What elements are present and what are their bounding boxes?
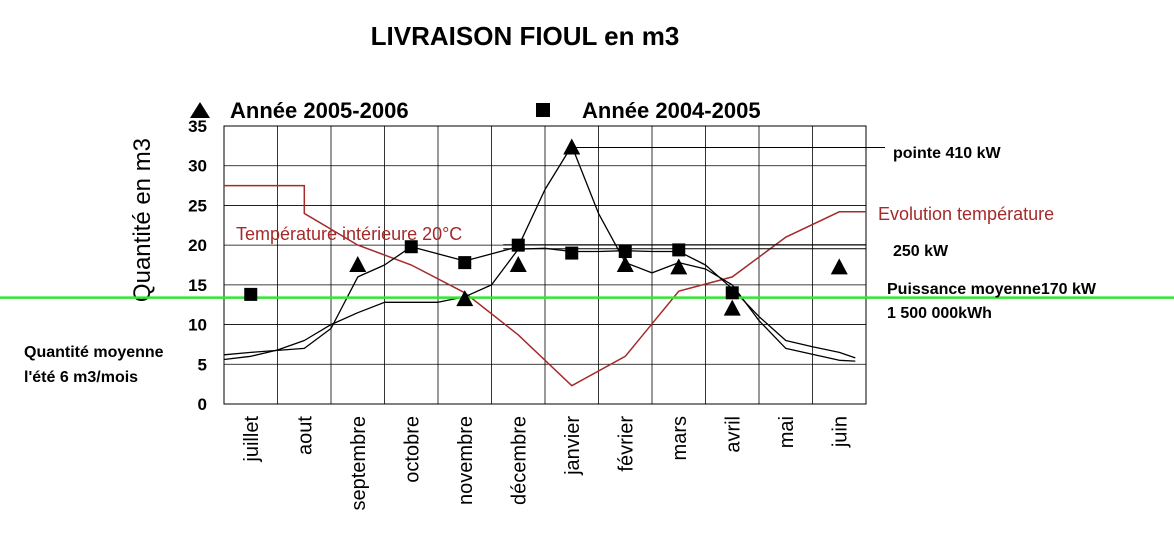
marker-triangle [616,256,634,272]
y-tick-label: 15 [188,276,207,295]
annotation-pointe: pointe 410 kW [893,145,1001,162]
grid [223,125,867,405]
marker-square [511,238,525,252]
annotation-kwh: 1 500 000kWh [887,305,992,322]
curves [223,145,856,362]
marker-square [458,256,472,270]
marker-triangle [509,256,527,272]
x-tick-label: septembre [348,416,370,511]
y-tick-label: 0 [198,395,207,414]
y-tick-label: 35 [188,117,207,136]
annotation-evolution-temperature: Evolution température [878,204,1054,224]
x-tick-label: janvier [562,416,584,476]
x-tick-label: avril [722,416,744,453]
legend-label-2004-2005: Année 2004-2005 [582,98,761,123]
x-tick-label: juin [829,416,851,448]
x-tick-label: mai [776,416,798,448]
x-tick-label: février [615,416,637,472]
marker-square [725,286,739,300]
y-axis-label: Quantité en m3 [129,138,156,302]
marker-triangle [830,258,848,275]
marker-square [404,240,418,254]
annotation-quantite-moyenne-line2: l'été 6 m3/mois [24,369,138,386]
y-tick-label: 25 [188,196,207,215]
x-ticks: juillet aout septembre octobre novembre décem… [241,416,852,511]
chart-title: LIVRAISON FIOUL en m3 [371,21,680,51]
x-tick-label: novembre [455,416,477,505]
x-tick-label: décembre [508,416,530,505]
annotation-temperature-interieure: Température intérieure 20°C [236,224,462,244]
marker-triangle [723,299,741,316]
x-tick-label: juillet [241,416,263,463]
x-tick-label: aout [294,416,316,455]
annotation-puissance-moyenne: Puissance moyenne170 kW [887,281,1097,298]
legend-marker-square [536,103,550,117]
marker-square [565,246,579,260]
annotation-quantite-moyenne-line1: Quantité moyenne [24,344,164,361]
annotations: pointe 410 kW 250 kW Puissance moyenne17… [24,145,1097,386]
legend-marker-triangle [190,102,210,118]
markers [244,138,848,316]
annotation-250kw: 250 kW [893,243,949,260]
x-tick-label: mars [669,416,691,460]
marker-triangle [563,138,581,155]
y-tick-label: 10 [188,316,207,335]
temperature-step-line [224,184,866,387]
y-tick-label: 20 [188,236,207,255]
temperature-series [224,184,866,387]
marker-square [244,287,258,301]
marker-triangle [456,290,474,307]
marker-square [672,243,686,257]
x-tick-label: octobre [401,416,423,483]
y-tick-label: 5 [198,355,207,374]
curve-2005-2006 [223,145,856,362]
curve-2004-2005 [223,247,856,361]
marker-triangle [670,258,688,275]
marker-triangle [349,256,367,272]
y-tick-label: 30 [188,157,207,176]
y-ticks: 0 5 10 15 20 25 30 35 [188,117,207,414]
marker-square [618,244,632,258]
legend-label-2005-2006: Année 2005-2006 [230,98,409,123]
legend: Année 2005-2006 Année 2004-2005 [190,98,761,123]
